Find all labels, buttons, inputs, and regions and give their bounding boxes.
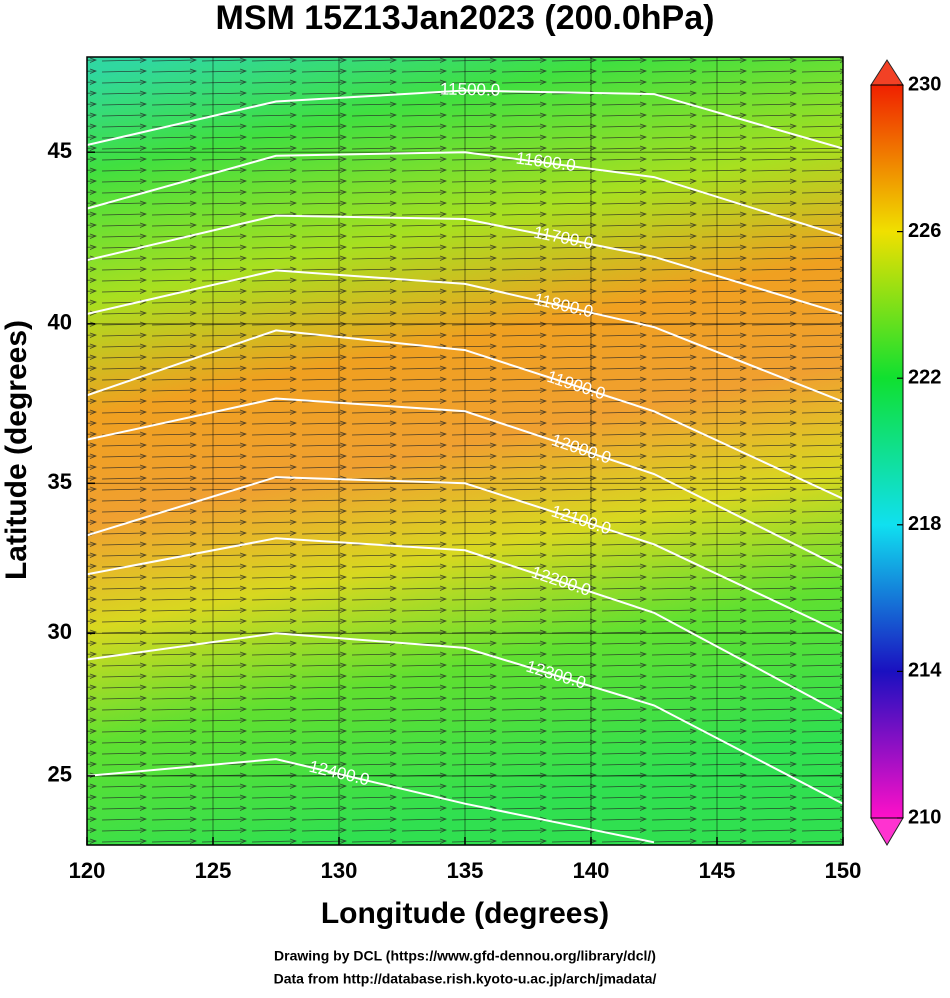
y-tick-label: 30 [48,619,72,644]
colorbar-tick-label: 222 [908,366,941,388]
x-tick-label: 125 [195,858,232,883]
contour-label: 11500.0 [440,79,501,99]
contour-line [87,89,843,150]
plot-area [87,57,843,845]
y-axis-label: Latitude (degrees) [0,320,33,580]
contour-line [87,397,843,570]
x-tick-label: 150 [825,858,862,883]
colorbar-extension [870,59,904,86]
chart-title: MSM 15Z13Jan2023 (200.0hPa) [216,0,715,37]
x-tick-label: 140 [573,858,610,883]
contour-line [87,214,843,315]
y-tick-label: 35 [48,469,72,494]
y-tick-label: 25 [48,762,72,787]
x-axis-label: Longitude (degrees) [321,897,609,930]
colorbar-tick-label: 230 [908,73,941,95]
y-tick-label: 45 [48,138,72,163]
colorbar-tick-label: 210 [908,806,941,828]
contour-line [87,329,843,500]
contour-line [87,476,843,635]
colorbar-tick-label: 226 [908,220,941,242]
x-tick-label: 120 [69,858,106,883]
x-tick-label: 145 [699,858,736,883]
contour-line [87,758,655,844]
footer: Drawing by DCL (https://www.gfd-dennou.o… [274,948,656,964]
contour-line [87,537,843,715]
contour-line [87,151,843,238]
colorbar-tick-label: 214 [908,660,942,682]
footer: Data from http://database.rish.kyoto-u.a… [274,971,657,987]
y-tick-label: 40 [48,310,72,335]
x-tick-label: 135 [447,858,484,883]
colorbar [870,84,904,819]
contour-line [87,632,843,805]
x-tick-label: 130 [321,858,358,883]
contour-line [87,269,843,403]
colorbar-tick-label: 218 [908,513,941,535]
colorbar-extension [870,817,904,846]
